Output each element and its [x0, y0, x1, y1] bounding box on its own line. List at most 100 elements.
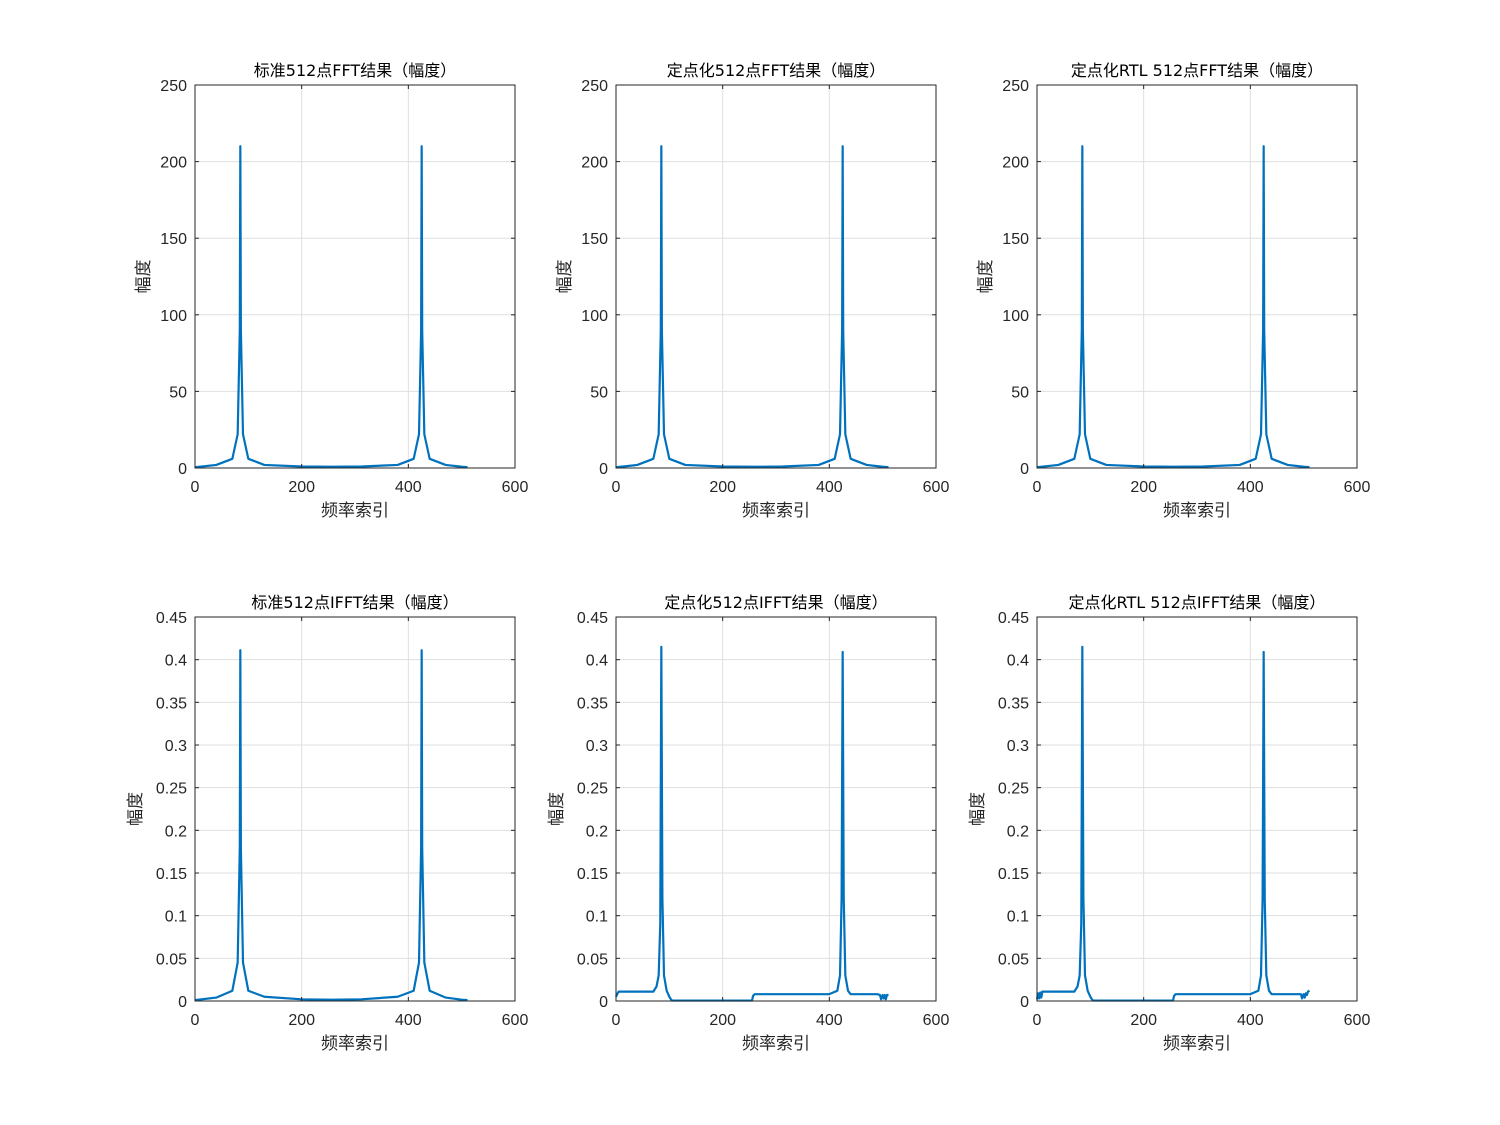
y-tick-label: 0: [599, 461, 608, 478]
y-tick-label: 0.45: [577, 610, 608, 627]
chart-title: 定点化RTL 512点IFFT结果（幅度）: [1069, 593, 1326, 612]
x-axis-label: 频率索引: [321, 1034, 389, 1054]
y-tick-label: 0.05: [577, 951, 608, 968]
x-tick-label: 200: [709, 1012, 736, 1029]
y-tick-label: 250: [581, 78, 608, 95]
plot-area: [195, 85, 515, 468]
y-tick-label: 0.4: [165, 653, 187, 670]
y-tick-label: 0.05: [156, 951, 187, 968]
x-tick-label: 200: [288, 479, 315, 496]
plot-area: [195, 617, 515, 1001]
y-tick-label: 50: [1011, 384, 1029, 401]
y-tick-label: 0.25: [998, 781, 1029, 798]
subplot-1: 0 200 400 600 0 50 100 150 200 250 标准512点FFT结果（幅度）…: [134, 61, 528, 521]
axes-box: [615, 616, 937, 1002]
y-tick-label: 0.3: [1007, 738, 1029, 755]
y-tick-label: 0.2: [1007, 823, 1029, 840]
chart-title: 标准512点FFT结果（幅度）: [254, 61, 456, 80]
y-tick-label: 100: [160, 308, 187, 325]
y-axis-label: 幅度: [134, 260, 154, 294]
y-tick-label: 50: [169, 384, 187, 401]
y-tick-label: 0: [178, 461, 187, 478]
x-tick-label: 400: [395, 479, 422, 496]
chart-title: 标准512点IFFT结果（幅度）: [251, 593, 458, 612]
y-tick-label: 0.45: [156, 610, 187, 627]
y-axis-label: 幅度: [968, 792, 988, 826]
y-tick-label: 0.2: [586, 823, 608, 840]
chart-title: 定点化512点IFFT结果（幅度）: [664, 593, 887, 612]
x-tick-label: 600: [502, 479, 529, 496]
y-tick-label: 0.35: [998, 695, 1029, 712]
x-tick-label: 400: [816, 479, 843, 496]
y-tick-label: 0.4: [1007, 653, 1029, 670]
x-tick-label: 200: [709, 479, 736, 496]
y-tick-label: 0.05: [998, 951, 1029, 968]
series-line-1: [194, 649, 468, 1002]
y-axis-label: 幅度: [547, 792, 567, 826]
x-tick-label: 600: [502, 1012, 529, 1029]
axes-box: [194, 84, 516, 469]
x-tick-label: 600: [923, 479, 950, 496]
y-tick-label: 250: [160, 78, 187, 95]
series-line-1: [1036, 145, 1310, 469]
plot-area: [1037, 85, 1357, 468]
plot-area: [616, 617, 936, 1001]
x-tick-label: 200: [288, 1012, 315, 1029]
y-tick-label: 0.1: [165, 909, 187, 926]
x-tick-label: 600: [923, 1012, 950, 1029]
y-tick-label: 0.1: [586, 909, 608, 926]
subplot-2: 0 200 400 600 0 50 100 150 200 250 定点化512点FFT结果（幅度…: [555, 61, 949, 521]
y-tick-label: 0: [1020, 461, 1029, 478]
y-tick-label: 150: [581, 231, 608, 248]
y-tick-label: 0.15: [577, 866, 608, 883]
x-tick-label: 600: [1344, 479, 1371, 496]
x-tick-label: 400: [1237, 1012, 1264, 1029]
y-tick-label: 200: [581, 155, 608, 172]
chart-title: 定点化512点FFT结果（幅度）: [667, 61, 885, 80]
series-line-1: [194, 145, 468, 469]
y-tick-label: 0.45: [998, 610, 1029, 627]
y-tick-label: 250: [1002, 78, 1029, 95]
x-tick-label: 400: [816, 1012, 843, 1029]
y-tick-label: 200: [1002, 155, 1029, 172]
plot-area: [616, 85, 936, 468]
y-tick-label: 0.2: [165, 823, 187, 840]
y-tick-label: 0.25: [577, 781, 608, 798]
y-tick-label: 50: [590, 384, 608, 401]
x-axis-label: 频率索引: [1163, 1034, 1231, 1054]
x-axis-label: 频率索引: [1163, 501, 1231, 521]
x-tick-label: 0: [1033, 479, 1042, 496]
y-tick-label: 0.1: [1007, 909, 1029, 926]
y-tick-label: 0.3: [165, 738, 187, 755]
series-line-1: [615, 145, 889, 469]
subplot-6: 0 200 400 600 0 0.05 0.1 0.15 0.2 0.25 0.3 0.35 0.4 0…: [968, 593, 1370, 1054]
series-line-1: [615, 645, 889, 1002]
y-axis-label: 幅度: [976, 260, 996, 294]
x-axis-label: 频率索引: [742, 501, 810, 521]
y-tick-label: 0.35: [577, 695, 608, 712]
y-tick-label: 0: [178, 994, 187, 1011]
y-tick-label: 0: [1020, 994, 1029, 1011]
axes-box: [194, 616, 516, 1002]
y-tick-label: 0.35: [156, 695, 187, 712]
y-tick-label: 100: [1002, 308, 1029, 325]
x-tick-label: 400: [395, 1012, 422, 1029]
axes-box: [1036, 84, 1358, 469]
plot-area: [1037, 617, 1357, 1001]
y-tick-label: 0.15: [156, 866, 187, 883]
x-tick-label: 0: [612, 479, 621, 496]
x-tick-label: 600: [1344, 1012, 1371, 1029]
x-tick-label: 0: [612, 1012, 621, 1029]
y-tick-label: 100: [581, 308, 608, 325]
x-tick-label: 0: [1033, 1012, 1042, 1029]
subplot-3: 0 200 400 600 0 50 100 150 200 250 定点化RTL 512点FFT结…: [976, 61, 1370, 521]
chart-title: 定点化RTL 512点FFT结果（幅度）: [1071, 61, 1323, 80]
y-tick-label: 0.15: [998, 866, 1029, 883]
y-tick-label: 0.3: [586, 738, 608, 755]
axes-box: [615, 84, 937, 469]
x-tick-label: 200: [1130, 1012, 1157, 1029]
y-axis-label: 幅度: [126, 792, 146, 826]
y-axis-label: 幅度: [555, 260, 575, 294]
x-axis-label: 频率索引: [742, 1034, 810, 1054]
